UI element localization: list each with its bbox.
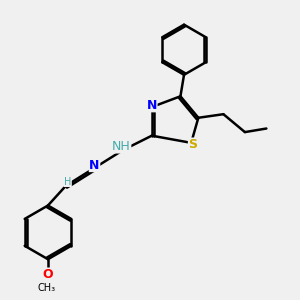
Text: CH₃: CH₃ [37, 283, 55, 293]
Text: O: O [43, 268, 53, 281]
Text: N: N [89, 158, 100, 172]
Text: N: N [147, 99, 157, 112]
Text: S: S [188, 138, 197, 151]
Text: H: H [64, 176, 71, 187]
Text: NH: NH [112, 140, 131, 153]
